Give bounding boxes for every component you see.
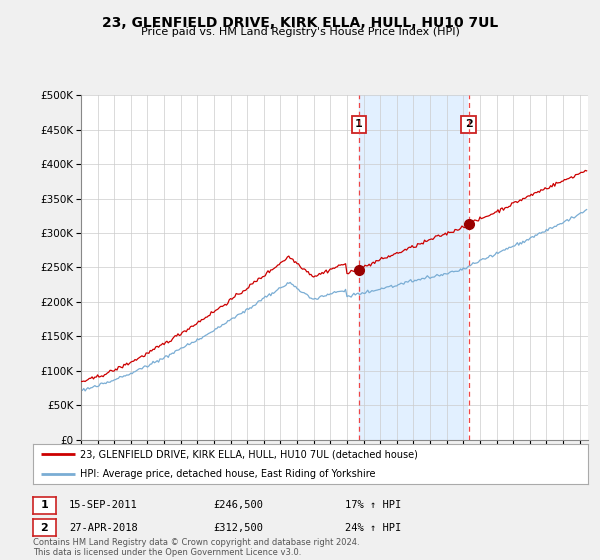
Text: Price paid vs. HM Land Registry's House Price Index (HPI): Price paid vs. HM Land Registry's House … (140, 27, 460, 37)
Text: 2: 2 (465, 119, 473, 129)
Text: 24% ↑ HPI: 24% ↑ HPI (345, 522, 401, 533)
Text: 27-APR-2018: 27-APR-2018 (69, 522, 138, 533)
Text: Contains HM Land Registry data © Crown copyright and database right 2024.
This d: Contains HM Land Registry data © Crown c… (33, 538, 359, 557)
Text: 1: 1 (355, 119, 362, 129)
Text: 1: 1 (41, 500, 48, 510)
Text: 23, GLENFIELD DRIVE, KIRK ELLA, HULL, HU10 7UL: 23, GLENFIELD DRIVE, KIRK ELLA, HULL, HU… (102, 16, 498, 30)
Text: HPI: Average price, detached house, East Riding of Yorkshire: HPI: Average price, detached house, East… (80, 469, 376, 479)
Text: 2: 2 (41, 522, 48, 533)
Text: 17% ↑ HPI: 17% ↑ HPI (345, 500, 401, 510)
Text: £246,500: £246,500 (213, 500, 263, 510)
Text: 15-SEP-2011: 15-SEP-2011 (69, 500, 138, 510)
Text: 23, GLENFIELD DRIVE, KIRK ELLA, HULL, HU10 7UL (detached house): 23, GLENFIELD DRIVE, KIRK ELLA, HULL, HU… (80, 449, 418, 459)
Text: £312,500: £312,500 (213, 522, 263, 533)
